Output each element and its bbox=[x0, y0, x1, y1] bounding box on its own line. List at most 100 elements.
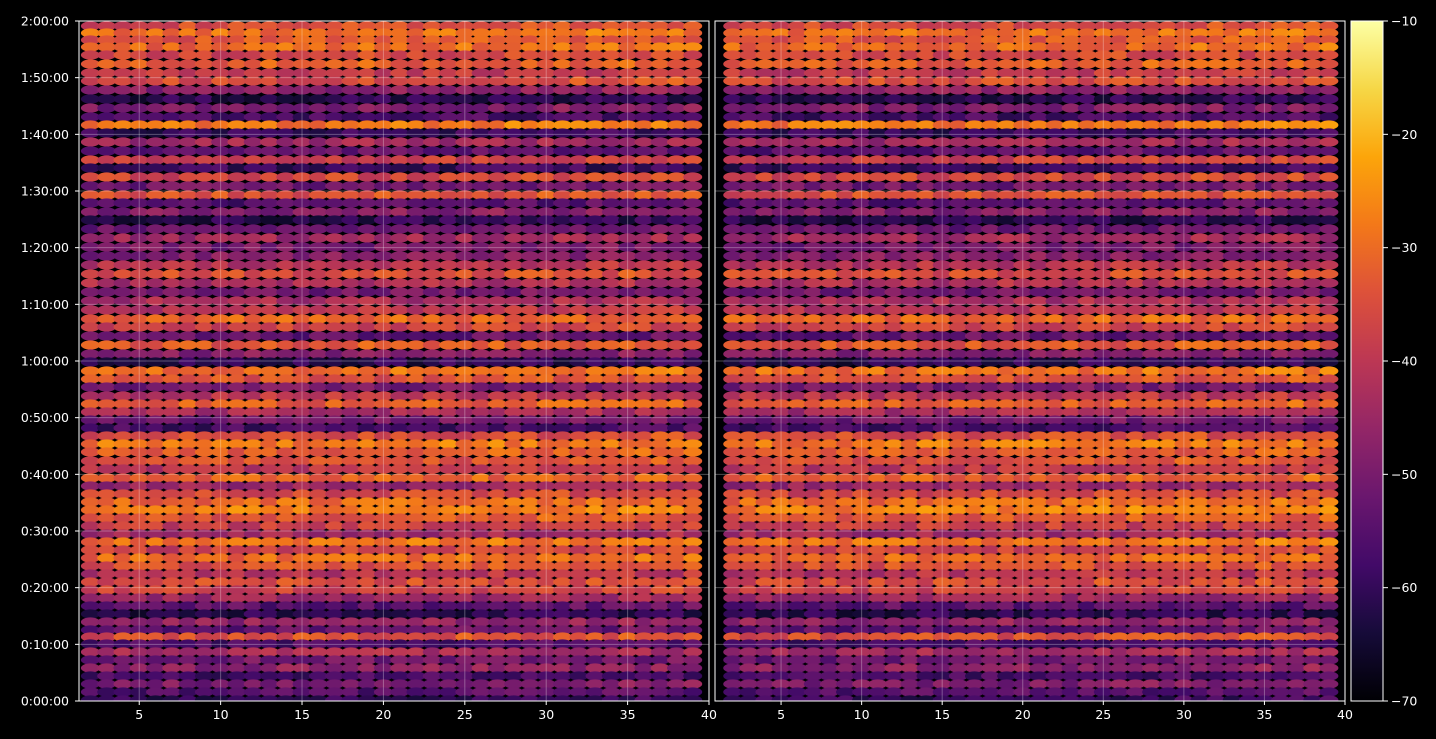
heatmap-cell bbox=[243, 120, 263, 130]
heatmap-cell bbox=[1045, 146, 1065, 156]
heatmap-cell bbox=[1061, 207, 1081, 217]
heatmap-cell bbox=[292, 163, 312, 173]
heatmap-cell bbox=[1142, 42, 1162, 52]
heatmap-cell bbox=[1238, 366, 1258, 376]
heatmap-cell bbox=[1190, 340, 1210, 350]
heatmap-cell bbox=[618, 163, 638, 173]
heatmap-cell bbox=[1271, 340, 1291, 350]
heatmap-cell bbox=[771, 181, 791, 191]
heatmap-cell bbox=[552, 35, 572, 45]
heatmap-cell bbox=[634, 172, 654, 182]
heatmap-cell bbox=[390, 577, 410, 587]
heatmap-cell bbox=[439, 305, 459, 315]
heatmap-cell bbox=[520, 553, 540, 563]
heatmap-cell bbox=[276, 340, 296, 350]
heatmap-cell bbox=[585, 537, 605, 547]
heatmap-cell bbox=[666, 473, 686, 483]
heatmap-cell bbox=[178, 112, 198, 122]
heatmap-cell bbox=[325, 625, 345, 635]
heatmap-cell bbox=[357, 314, 377, 324]
heatmap-cell bbox=[1303, 50, 1323, 60]
heatmap-cell bbox=[683, 513, 703, 523]
heatmap-cell bbox=[981, 251, 1001, 261]
heatmap-cell bbox=[1061, 76, 1081, 86]
heatmap-cell bbox=[357, 224, 377, 234]
heatmap-cell bbox=[357, 569, 377, 579]
heatmap-cell bbox=[146, 415, 166, 425]
heatmap-cell bbox=[536, 76, 556, 86]
heatmap-cell bbox=[259, 112, 279, 122]
heatmap-cell bbox=[487, 155, 507, 165]
heatmap-cell bbox=[1190, 331, 1210, 341]
heatmap-cell bbox=[884, 120, 904, 130]
heatmap-cell bbox=[900, 322, 920, 332]
heatmap-cell bbox=[1142, 242, 1162, 252]
heatmap-cell bbox=[308, 545, 328, 555]
heatmap-cell bbox=[932, 331, 952, 341]
heatmap-cell bbox=[852, 50, 872, 60]
heatmap-cell bbox=[455, 382, 475, 392]
heatmap-cell bbox=[390, 305, 410, 315]
heatmap-cell bbox=[227, 513, 247, 523]
heatmap-cell bbox=[520, 497, 540, 507]
heatmap-cell bbox=[178, 655, 198, 665]
heatmap-cell bbox=[341, 233, 361, 243]
heatmap-cell bbox=[1093, 146, 1113, 156]
heatmap-cell bbox=[357, 647, 377, 657]
heatmap-cell bbox=[325, 663, 345, 673]
heatmap-cell bbox=[259, 593, 279, 603]
heatmap-cell bbox=[406, 695, 426, 701]
heatmap-cell bbox=[964, 128, 984, 138]
heatmap-cell bbox=[1142, 278, 1162, 288]
heatmap-cell bbox=[308, 366, 328, 376]
heatmap-cell bbox=[997, 251, 1017, 261]
heatmap-cell bbox=[406, 655, 426, 665]
heatmap-cell bbox=[325, 35, 345, 45]
heatmap-cell bbox=[471, 537, 491, 547]
heatmap-cell bbox=[618, 287, 638, 297]
heatmap-cell bbox=[162, 521, 182, 531]
heatmap-cell bbox=[836, 251, 856, 261]
heatmap-cell bbox=[341, 569, 361, 579]
heatmap-cell bbox=[755, 340, 775, 350]
heatmap-cell bbox=[634, 94, 654, 104]
heatmap-cell bbox=[634, 545, 654, 555]
heatmap-cell bbox=[211, 28, 231, 38]
heatmap-cell bbox=[308, 439, 328, 449]
heatmap-cell bbox=[113, 671, 133, 681]
heatmap-cell bbox=[1238, 357, 1258, 367]
heatmap-cell bbox=[1126, 260, 1146, 270]
heatmap-cell bbox=[997, 314, 1017, 324]
heatmap-cell bbox=[884, 85, 904, 95]
heatmap-cell bbox=[471, 287, 491, 297]
heatmap-cell bbox=[683, 242, 703, 252]
heatmap-cell bbox=[536, 529, 556, 539]
heatmap-cell bbox=[1319, 146, 1339, 156]
heatmap-cells-right bbox=[723, 21, 1339, 701]
heatmap-cell bbox=[325, 59, 345, 69]
heatmap-cell bbox=[113, 68, 133, 78]
heatmap-cell bbox=[916, 374, 936, 384]
heatmap-cell bbox=[487, 423, 507, 433]
heatmap-cell bbox=[97, 663, 117, 673]
heatmap-cell bbox=[439, 561, 459, 571]
heatmap-cell bbox=[1158, 399, 1178, 409]
heatmap-cell bbox=[520, 137, 540, 147]
heatmap-cell bbox=[325, 190, 345, 200]
heatmap-cell bbox=[1093, 314, 1113, 324]
heatmap-cell bbox=[178, 431, 198, 441]
heatmap-cell bbox=[932, 198, 952, 208]
heatmap-cell bbox=[211, 456, 231, 466]
heatmap-cell bbox=[1190, 357, 1210, 367]
heatmap-cell bbox=[113, 639, 133, 649]
heatmap-cell bbox=[1174, 287, 1194, 297]
heatmap-cell bbox=[487, 647, 507, 657]
heatmap-cell bbox=[997, 399, 1017, 409]
heatmap-cell bbox=[129, 331, 149, 341]
heatmap-cell bbox=[1093, 269, 1113, 279]
heatmap-cell bbox=[1109, 207, 1129, 217]
heatmap-cell bbox=[1206, 251, 1226, 261]
heatmap-cell bbox=[1093, 103, 1113, 113]
heatmap-cell bbox=[634, 366, 654, 376]
heatmap-cell bbox=[211, 198, 231, 208]
